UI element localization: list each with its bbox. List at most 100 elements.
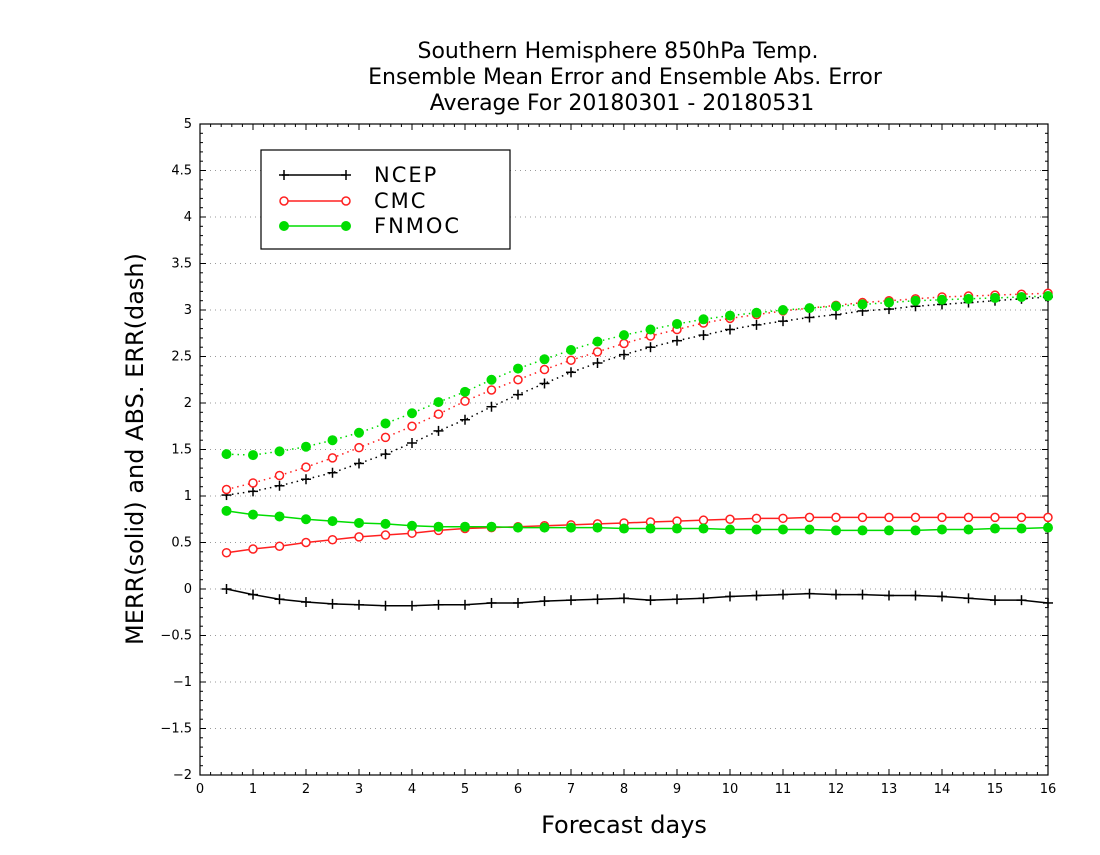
y-tick-label: 3.5 <box>171 257 192 272</box>
chart-title-line-2: Ensemble Mean Error and Ensemble Abs. Er… <box>368 65 883 90</box>
point-merr-fnmoc <box>486 521 497 532</box>
point-abs-err-fnmoc <box>1016 291 1027 302</box>
point-merr-fnmoc <box>354 517 364 528</box>
legend-item-cmc: CMC <box>279 189 425 213</box>
point-abs-err-cmc <box>301 462 311 472</box>
point-abs-err-cmc <box>380 432 391 443</box>
point-abs-err-fnmoc <box>645 324 656 335</box>
point-merr-ncep <box>248 589 258 600</box>
x-tick-label: 3 <box>355 782 363 797</box>
x-axis-label: Forecast days <box>541 811 707 839</box>
point-merr-ncep <box>831 589 841 600</box>
point-abs-err-fnmoc <box>354 427 364 438</box>
point-abs-err-fnmoc <box>619 330 629 341</box>
point-merr-ncep <box>725 591 735 602</box>
point-merr-fnmoc <box>566 522 576 533</box>
x-tick-label: 10 <box>722 782 739 797</box>
point-merr-fnmoc <box>513 522 523 533</box>
x-tick-label: 4 <box>408 782 416 797</box>
point-abs-err-fnmoc <box>751 307 762 318</box>
point-merr-fnmoc <box>433 521 444 532</box>
legend-marker-start <box>279 221 289 231</box>
x-tick-label: 0 <box>196 782 204 797</box>
legend-marker-start <box>279 196 289 206</box>
point-abs-err-cmc <box>592 347 603 357</box>
point-abs-err-cmc <box>248 478 258 488</box>
grid <box>200 170 1048 729</box>
point-merr-ncep <box>698 593 709 604</box>
legend-label: FNMOC <box>374 214 461 238</box>
point-merr-fnmoc <box>592 522 603 533</box>
y-tick-label: 1 <box>184 489 192 504</box>
point-merr-fnmoc <box>380 518 391 529</box>
point-merr-fnmoc <box>725 524 735 535</box>
point-abs-err-cmc <box>513 375 523 385</box>
point-abs-err-ncep <box>698 330 709 341</box>
y-tick-label: −2 <box>173 768 192 783</box>
point-abs-err-fnmoc <box>698 314 709 325</box>
point-merr-fnmoc <box>221 505 232 516</box>
point-merr-ncep <box>433 599 444 610</box>
point-merr-fnmoc <box>407 520 417 531</box>
x-tick-label: 1 <box>249 782 257 797</box>
point-merr-cmc <box>698 515 709 525</box>
point-abs-err-fnmoc <box>831 301 841 312</box>
point-merr-fnmoc <box>460 521 470 532</box>
point-abs-err-ncep <box>592 358 603 369</box>
point-abs-err-fnmoc <box>460 386 470 397</box>
point-merr-cmc <box>725 514 735 524</box>
point-abs-err-fnmoc <box>937 294 947 305</box>
point-abs-err-ncep <box>831 309 841 320</box>
point-merr-fnmoc <box>301 514 311 525</box>
point-abs-err-fnmoc <box>327 435 338 446</box>
y-tick-label: 4.5 <box>171 164 192 179</box>
chart-title-line-1: Southern Hemisphere 850hPa Temp. <box>418 39 819 64</box>
legend-box <box>260 149 511 250</box>
point-abs-err-cmc <box>619 338 629 349</box>
point-merr-ncep <box>778 589 788 600</box>
point-merr-fnmoc <box>778 524 788 535</box>
point-merr-fnmoc <box>619 523 629 534</box>
point-merr-fnmoc <box>274 511 285 522</box>
x-tick-label: 5 <box>461 782 469 797</box>
point-abs-err-cmc <box>274 470 285 481</box>
line-abs-err-cmc <box>226 292 1049 491</box>
point-abs-err-cmc <box>539 364 550 375</box>
line-merr-ncep <box>226 588 1049 607</box>
point-merr-fnmoc <box>1043 522 1053 533</box>
legend-marker-end <box>341 196 351 206</box>
x-tick-label: 13 <box>881 782 898 797</box>
point-merr-cmc <box>274 541 285 551</box>
point-merr-ncep <box>354 599 364 610</box>
y-tick-label: −0.5 <box>160 629 192 644</box>
point-abs-err-ncep <box>513 389 523 400</box>
point-merr-cmc <box>963 512 974 523</box>
point-abs-err-cmc <box>433 409 444 419</box>
x-tick-label: 8 <box>620 782 628 797</box>
point-abs-err-ncep <box>804 312 815 323</box>
point-abs-err-fnmoc <box>380 418 391 429</box>
point-abs-err-fnmoc <box>778 305 788 315</box>
point-merr-fnmoc <box>698 523 709 534</box>
x-tick-label: 7 <box>567 782 575 797</box>
point-merr-cmc <box>937 512 947 523</box>
point-merr-cmc <box>354 532 364 542</box>
point-merr-cmc <box>910 512 921 523</box>
y-tick-label: 2 <box>184 396 192 411</box>
point-abs-err-ncep <box>672 335 682 346</box>
point-merr-fnmoc <box>327 516 338 527</box>
point-abs-err-fnmoc <box>301 441 311 452</box>
point-merr-cmc <box>857 512 868 523</box>
point-abs-err-ncep <box>486 401 497 412</box>
x-tick-label: 2 <box>302 782 310 797</box>
point-abs-err-fnmoc <box>592 336 603 347</box>
point-merr-fnmoc <box>672 523 682 534</box>
point-abs-err-ncep <box>566 367 576 378</box>
point-merr-ncep <box>327 598 338 609</box>
point-abs-err-cmc <box>566 355 576 365</box>
point-abs-err-ncep <box>301 474 311 485</box>
point-merr-fnmoc <box>539 522 550 533</box>
point-merr-fnmoc <box>937 524 947 535</box>
y-tick-label: 0 <box>184 582 192 597</box>
